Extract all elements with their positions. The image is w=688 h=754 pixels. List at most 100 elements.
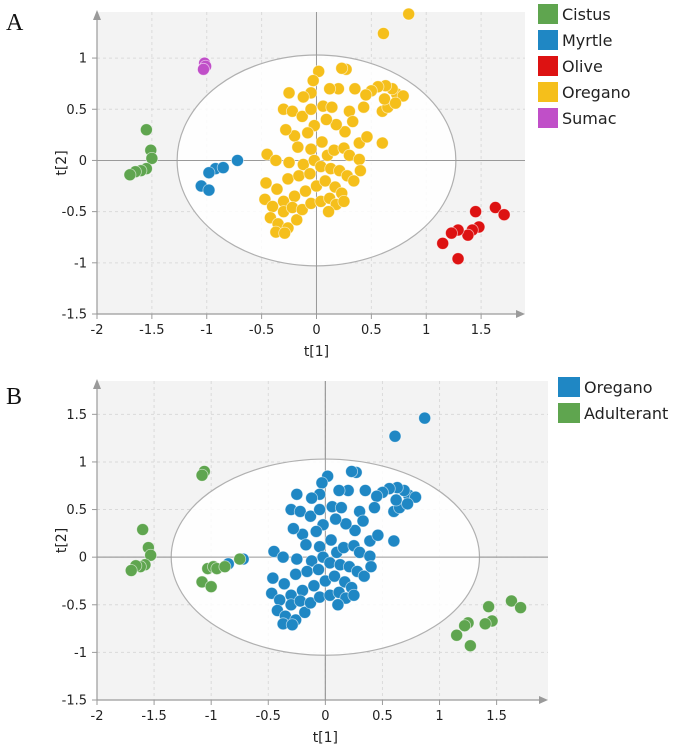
data-point (304, 509, 317, 523)
data-point (145, 151, 159, 165)
y-tick-label: 0 (79, 154, 87, 169)
data-point (315, 476, 329, 490)
data-point (345, 465, 359, 478)
x-axis-arrow (516, 310, 525, 318)
legend-swatch (538, 108, 558, 128)
data-point (285, 618, 299, 632)
data-point (356, 514, 370, 528)
data-point (461, 228, 475, 242)
series-oregano (258, 7, 416, 240)
legend-swatch (558, 377, 580, 397)
panel-label: A (6, 10, 24, 36)
data-point (514, 601, 527, 615)
data-point (299, 184, 312, 198)
data-point (348, 82, 362, 96)
data-point (401, 497, 414, 511)
x-axis-arrow (539, 696, 548, 704)
data-point (445, 226, 458, 240)
data-point (306, 74, 320, 87)
y-tick-label: -1.5 (62, 694, 87, 709)
data-point (300, 565, 314, 578)
panel-label: B (6, 384, 22, 410)
y-tick-label: -0.5 (62, 598, 87, 613)
data-point (299, 538, 313, 552)
data-point (338, 125, 352, 139)
data-point (289, 567, 303, 581)
data-point (282, 86, 296, 100)
legend-swatch (538, 82, 558, 102)
legend-label: Myrtle (562, 31, 612, 50)
legend-swatch (558, 403, 580, 423)
data-point (278, 226, 292, 240)
x-axis-label: t[1] (304, 344, 329, 360)
data-point (324, 533, 338, 547)
data-point (402, 7, 416, 21)
data-point (307, 579, 321, 593)
x-tick-label: 1 (435, 709, 443, 724)
data-point (318, 174, 332, 188)
data-point (204, 580, 218, 594)
data-point (450, 628, 464, 642)
data-point (337, 194, 351, 208)
legend-label: Cistus (562, 5, 611, 24)
data-point (331, 598, 345, 612)
data-point (357, 569, 371, 583)
data-point (371, 528, 385, 542)
y-tick-label: 0.5 (66, 503, 87, 518)
data-point (281, 172, 295, 186)
data-point (195, 468, 209, 482)
data-point (276, 550, 290, 564)
data-point (347, 588, 361, 602)
y-tick-label: -0.5 (62, 205, 87, 220)
data-point (292, 169, 306, 183)
data-point (332, 484, 346, 497)
data-point (377, 27, 390, 40)
legend: Oregano Adulterant (558, 377, 668, 423)
data-point (218, 560, 232, 574)
data-point (364, 560, 378, 574)
data-point (329, 118, 343, 132)
data-point (260, 147, 274, 161)
data-point (451, 252, 465, 266)
data-point (389, 493, 403, 507)
data-point (325, 100, 339, 114)
x-tick-label: 0.5 (372, 709, 393, 724)
y-tick-label: 1.5 (66, 408, 87, 423)
x-tick-label: -0.5 (249, 323, 274, 338)
data-point (298, 605, 312, 619)
legend-label: Sumac (562, 109, 616, 128)
data-point (497, 208, 511, 222)
x-tick-label: 0 (312, 323, 320, 338)
data-point (315, 135, 329, 149)
chart-panel-b: B -2 -1.5 -1 -0.5 0 0.5 1 1.5 -1.5 -1 -0.5 0 0.5 1 1.5 t… (6, 377, 668, 746)
x-tick-label: 1.5 (471, 323, 492, 338)
data-point (329, 512, 343, 526)
data-point (286, 522, 300, 535)
series-myrtle (194, 154, 244, 197)
legend-label: Oregano (562, 83, 631, 102)
data-point (296, 158, 310, 171)
x-tick-label: -0.5 (256, 709, 281, 724)
data-point (269, 154, 283, 167)
data-point (357, 100, 371, 114)
series-sumac (197, 56, 213, 76)
data-point (291, 140, 305, 154)
data-point (303, 167, 317, 181)
data-point (124, 564, 138, 577)
data-point (335, 61, 349, 75)
data-point (436, 236, 450, 250)
data-point (279, 123, 293, 137)
data-point (360, 130, 374, 144)
data-point (123, 168, 137, 182)
x-tick-label: 1 (422, 323, 430, 338)
data-point (319, 113, 333, 126)
y-tick-label: -1 (74, 646, 87, 661)
data-point (277, 577, 291, 591)
data-point (288, 189, 301, 203)
y-tick-label: 0.5 (66, 103, 87, 118)
data-point (296, 584, 309, 597)
data-point (346, 115, 360, 128)
data-point (478, 617, 492, 631)
data-point (266, 200, 279, 213)
